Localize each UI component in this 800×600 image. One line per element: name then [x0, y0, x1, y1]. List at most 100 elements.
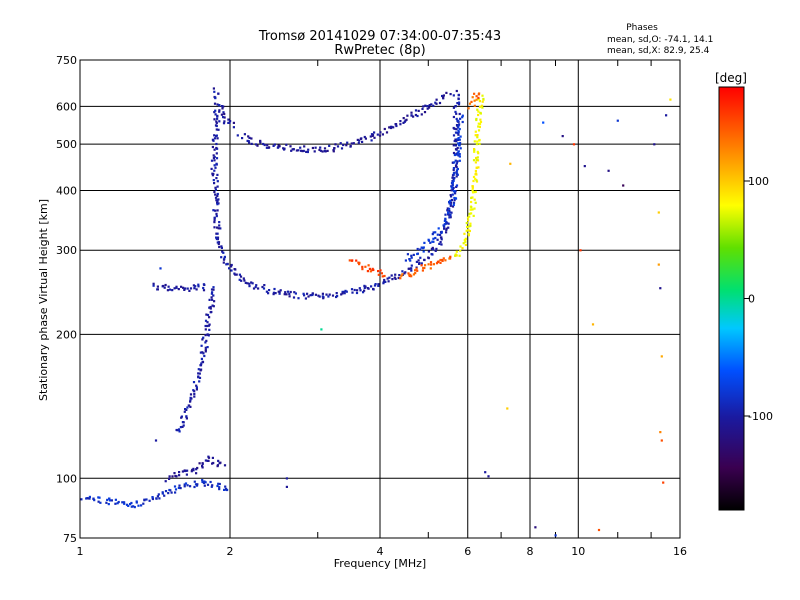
data-point: [453, 153, 456, 157]
data-point: [219, 461, 222, 464]
x-tick-label: 4: [377, 545, 384, 558]
data-point: [472, 214, 475, 217]
data-point: [452, 178, 455, 181]
data-point: [274, 292, 277, 295]
data-point: [267, 292, 270, 295]
data-point: [378, 134, 382, 137]
data-point: [461, 247, 464, 250]
data-point: [313, 150, 316, 153]
data-point: [450, 185, 453, 188]
data-point: [185, 473, 188, 476]
data-point: [248, 136, 251, 139]
data-point: [216, 180, 219, 183]
data-point: [471, 186, 474, 190]
data-point: [358, 287, 361, 290]
data-point: [422, 246, 425, 249]
data-point: [478, 123, 482, 126]
data-point: [457, 126, 460, 129]
data-point: [197, 283, 200, 286]
data-point: [470, 100, 473, 103]
data-point: [412, 273, 415, 276]
data-point: [476, 156, 479, 159]
data-point: [198, 372, 201, 375]
data-point: [214, 209, 217, 212]
data-point: [339, 142, 342, 145]
data-point: [456, 167, 459, 171]
data-point: [183, 410, 186, 413]
data-point: [221, 105, 224, 108]
data-point: [218, 110, 221, 113]
data-point: [440, 238, 443, 241]
data-point: [473, 104, 476, 107]
data-point: [449, 199, 452, 202]
data-point: [471, 208, 474, 211]
data-point: [232, 121, 235, 124]
data-point: [455, 169, 459, 172]
data-point: [438, 242, 441, 245]
data-point: [217, 459, 220, 462]
data-point: [196, 466, 199, 470]
data-point: [211, 298, 214, 301]
data-point: [387, 280, 390, 283]
data-point: [452, 134, 456, 137]
data-point: [449, 211, 452, 214]
data-point: [197, 285, 200, 288]
data-point: [455, 124, 459, 127]
data-point: [203, 484, 206, 487]
data-point: [230, 265, 233, 268]
data-point: [152, 282, 155, 285]
data-point: [210, 485, 213, 488]
data-point: [404, 271, 407, 274]
data-point: [266, 144, 269, 147]
data-point: [127, 504, 130, 507]
data-point: [93, 499, 96, 502]
data-point: [213, 221, 216, 224]
data-point: [105, 501, 108, 504]
x-tick-label: 8: [527, 545, 534, 558]
data-point: [406, 114, 409, 117]
data-point: [454, 138, 457, 141]
data-point: [272, 144, 275, 147]
data-point: [261, 285, 264, 289]
data-point: [227, 121, 230, 124]
data-point: [217, 242, 220, 246]
data-point: [454, 197, 458, 200]
data-point: [213, 182, 216, 185]
data-point: [201, 361, 205, 364]
data-point: [213, 134, 216, 137]
data-point: [657, 263, 660, 266]
data-point: [398, 274, 401, 277]
data-point: [431, 233, 434, 236]
data-point: [206, 459, 209, 462]
data-point: [145, 498, 148, 501]
data-point: [455, 254, 458, 257]
data-point: [356, 289, 359, 292]
data-point: [457, 132, 460, 135]
data-point: [449, 216, 452, 219]
data-point: [456, 138, 459, 141]
data-point: [346, 141, 349, 144]
data-point: [247, 140, 250, 143]
data-point: [474, 169, 477, 173]
data-point: [477, 93, 480, 96]
data-point: [454, 254, 457, 257]
data-point: [248, 282, 251, 285]
data-point: [423, 258, 426, 262]
data-point: [457, 97, 460, 101]
data-point: [579, 249, 582, 252]
data-point: [301, 150, 304, 153]
data-point: [201, 351, 204, 354]
data-point: [201, 479, 204, 482]
data-point: [158, 497, 161, 500]
plot-frame: [79, 59, 681, 539]
data-point: [451, 181, 454, 184]
data-point: [211, 304, 214, 307]
phase-annotation-o-mode: mean, sd,O: -74.1, 14.1: [607, 35, 713, 45]
data-point: [449, 93, 452, 96]
data-point: [352, 142, 355, 145]
data-point: [455, 175, 458, 178]
data-point: [195, 386, 198, 389]
data-point: [420, 246, 423, 249]
data-point: [278, 292, 281, 295]
data-point: [509, 162, 512, 165]
